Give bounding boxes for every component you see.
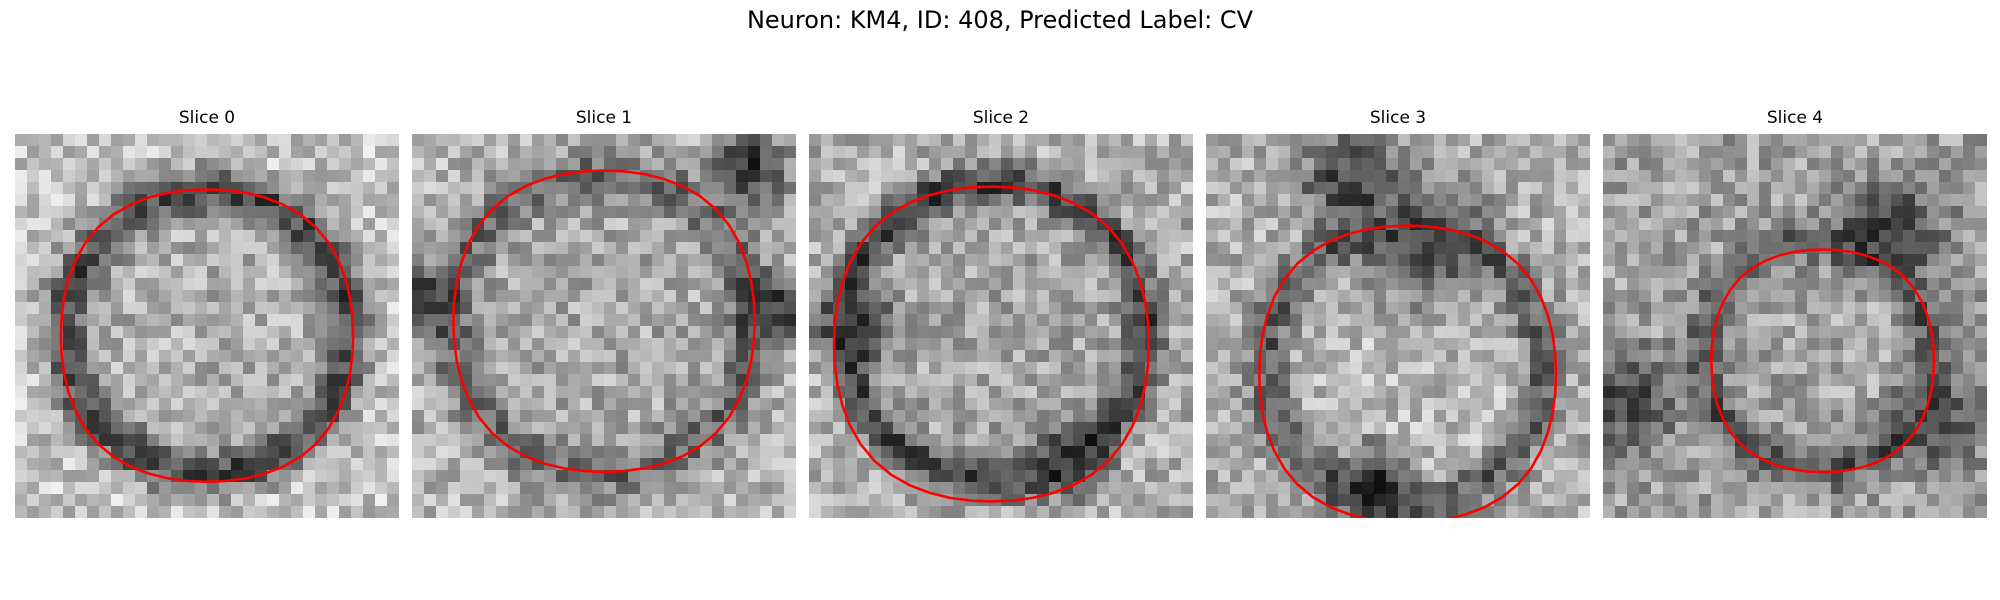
slice-title-3: Slice 3	[1369, 108, 1427, 128]
micrograph-pixels	[1603, 134, 1987, 518]
segmentation-contour	[59, 188, 355, 484]
micrograph-pixels	[15, 134, 399, 518]
slice-image-3	[1206, 134, 1590, 518]
slice-image-4	[1603, 134, 1987, 518]
micrograph-pixels	[809, 134, 1193, 518]
segmentation-contour	[1257, 224, 1558, 518]
slice-title-4: Slice 4	[1766, 108, 1824, 128]
slice-image-2	[809, 134, 1193, 518]
slice-title-1: Slice 1	[575, 108, 633, 128]
figure-title: Neuron: KM4, ID: 408, Predicted Label: C…	[746, 6, 1254, 34]
slice-image-1	[412, 134, 796, 518]
slice-title-2: Slice 2	[972, 108, 1030, 128]
segmentation-contour	[832, 185, 1151, 503]
micrograph-pixels	[412, 134, 796, 518]
micrograph-pixels	[1206, 134, 1590, 518]
slice-title-0: Slice 0	[178, 108, 236, 128]
segmentation-contour	[1709, 248, 1936, 474]
segmentation-contour	[451, 169, 757, 474]
slice-image-0	[15, 134, 399, 518]
